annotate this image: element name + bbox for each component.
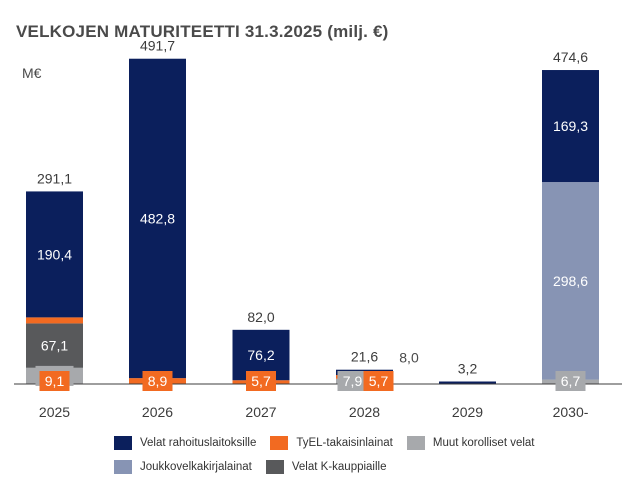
data-label-box (337, 371, 368, 391)
data-label: 169,3 (553, 118, 588, 134)
data-label: 5,7 (251, 373, 271, 389)
bar-segment (439, 381, 496, 384)
data-label-box (363, 371, 394, 391)
legend: Velat rahoituslaitoksille TyEL-takaisinla… (114, 432, 614, 480)
legend-label: Velat rahoituslaitoksille (140, 437, 257, 449)
chart-title: VELKOJEN MATURITEETTI 31.3.2025 (milj. €… (16, 22, 389, 41)
labels-layer: 24,567,19,1190,4291,18,9482,8491,75,776,… (35, 38, 588, 391)
data-label-box (142, 371, 173, 391)
total-label: 82,0 (247, 309, 274, 325)
legend-swatch (406, 436, 425, 450)
x-tick-labels: 2025 2026 2027 2028 2029 2030- (39, 404, 589, 420)
x-tick-label: 2030- (553, 404, 589, 420)
legend-swatch (265, 460, 284, 474)
legend-item: Velat K-kauppiaille (265, 460, 387, 474)
data-label-box (246, 371, 276, 391)
data-label: 8,9 (148, 373, 168, 389)
bar-segment (129, 58, 186, 379)
data-label: 67,1 (41, 338, 68, 354)
legend-label: Velat K-kauppiaille (291, 461, 387, 473)
total-label: 291,1 (37, 170, 72, 186)
legend-row: Joukkovelkakirjalainat Velat K-kauppiaill… (114, 456, 614, 478)
legend-swatch (270, 436, 289, 450)
data-label: 5,7 (369, 373, 389, 389)
legend-swatch (114, 436, 132, 450)
x-tick-label: 2029 (452, 404, 483, 420)
data-label: 482,8 (140, 210, 175, 226)
total-label: 3,2 (458, 361, 478, 377)
bars-layer (26, 58, 599, 384)
legend-item: Joukkovelkakirjalainat (114, 460, 252, 474)
x-tick-label: 2025 (39, 404, 70, 420)
legend-label: Muut korolliset velat (432, 437, 535, 449)
bar-segment (26, 191, 83, 318)
data-label: 8,0 (399, 350, 419, 366)
y-axis-label: M€ (22, 65, 42, 81)
bar-segment (26, 317, 83, 324)
bar-segment (26, 323, 83, 368)
data-label: 7,9 (343, 373, 363, 389)
data-label-box (555, 371, 586, 391)
total-label: 491,7 (140, 38, 175, 54)
total-label: 21,6 (351, 349, 378, 365)
x-tick-label: 2028 (349, 404, 380, 420)
legend-label: Joukkovelkakirjalainat (140, 461, 252, 473)
bar-segment (542, 70, 599, 183)
data-label-box (39, 371, 70, 391)
total-label: 474,6 (553, 49, 588, 65)
data-label: 76,2 (247, 347, 274, 363)
data-label: 6,7 (561, 373, 581, 389)
legend-item: Velat rahoituslaitoksille (114, 436, 256, 450)
legend-label: TyEL-takaisinlainat (296, 437, 393, 449)
legend-item: TyEL-takaisinlainat (270, 436, 393, 450)
x-tick-label: 2026 (142, 404, 173, 420)
data-label: 9,1 (45, 373, 65, 389)
data-label: 298,6 (553, 273, 588, 289)
x-tick-label: 2027 (245, 404, 276, 420)
legend-item: Muut korolliset velat (406, 436, 535, 450)
chart-svg: M€ 24,567,19,1190,4291,18,9482,8491,75,7… (14, 38, 622, 420)
data-label: 190,4 (37, 246, 72, 262)
legend-row: Velat rahoituslaitoksille TyEL-takaisinla… (114, 432, 614, 454)
legend-swatch (114, 460, 132, 474)
bar-segment (542, 182, 599, 380)
